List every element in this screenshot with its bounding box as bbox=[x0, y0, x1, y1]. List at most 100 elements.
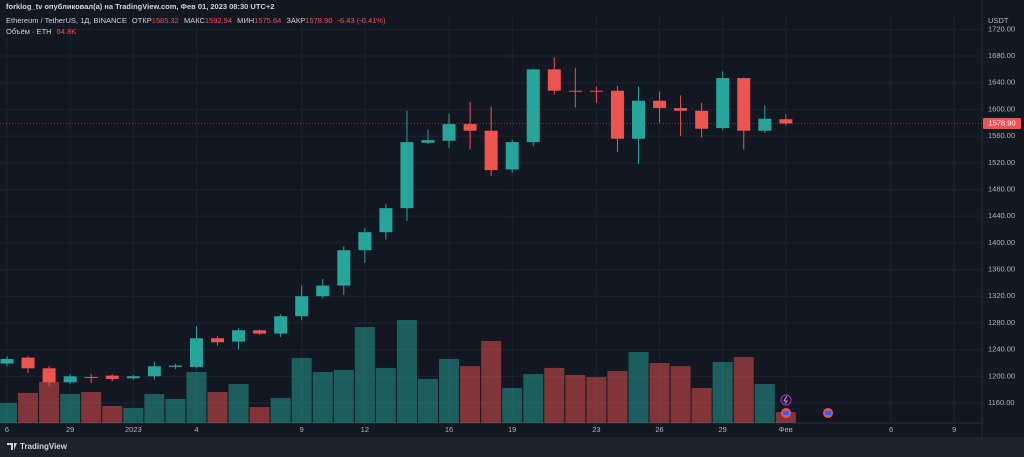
candle-body bbox=[84, 376, 98, 378]
candle-body bbox=[589, 90, 603, 92]
y-tick-label: 1600.00 bbox=[988, 104, 1015, 113]
candle-body bbox=[758, 118, 772, 131]
y-tick-label: 1160.00 bbox=[988, 398, 1015, 407]
candle-body bbox=[695, 110, 709, 129]
event-icon bbox=[783, 395, 788, 405]
close-name: ЗАКР bbox=[286, 16, 305, 25]
candle-body bbox=[442, 124, 456, 141]
volume-bar bbox=[18, 392, 39, 423]
x-tick-label: 16 bbox=[445, 425, 453, 434]
low-name: МИН bbox=[237, 16, 254, 25]
y-tick-label: 1560.00 bbox=[988, 131, 1015, 140]
y-tick-label: 1520.00 bbox=[988, 158, 1015, 167]
x-tick-label: 12 bbox=[361, 425, 369, 434]
volume-bar bbox=[270, 397, 291, 423]
volume-bar bbox=[186, 371, 207, 423]
brand-logo: TradingView bbox=[7, 442, 68, 451]
volume-bar bbox=[733, 357, 754, 423]
candle-body bbox=[421, 140, 435, 143]
x-tick-label: 23 bbox=[592, 425, 600, 434]
candle-body bbox=[126, 376, 140, 379]
y-tick-label: 1320.00 bbox=[988, 291, 1015, 300]
high-name: МАКС bbox=[184, 16, 206, 25]
logo-mark bbox=[7, 443, 17, 450]
y-tick-label: 1200.00 bbox=[988, 371, 1015, 380]
candle-body bbox=[632, 100, 645, 139]
candle-body bbox=[526, 69, 540, 143]
volume-bar bbox=[354, 327, 375, 423]
event-icon bbox=[780, 394, 792, 406]
volume-bar bbox=[312, 371, 333, 423]
volume-bar bbox=[712, 361, 733, 423]
volume-bar bbox=[228, 384, 249, 423]
candle-body bbox=[105, 375, 119, 379]
volume-bar bbox=[375, 367, 396, 423]
candle-body bbox=[674, 108, 688, 111]
candle-body bbox=[779, 119, 793, 124]
candle-body bbox=[253, 330, 267, 334]
change: -6.43 (-0.41%) bbox=[338, 16, 386, 25]
candle-body bbox=[358, 232, 372, 251]
y-tick-label: 1640.00 bbox=[988, 78, 1015, 87]
candle-body bbox=[610, 90, 624, 139]
volume-bar bbox=[670, 366, 691, 423]
candle-layer bbox=[0, 57, 793, 387]
publisher: forklog_tv опубликовал(а) на TradingView… bbox=[6, 2, 274, 11]
volume-bar bbox=[502, 387, 523, 423]
volume-bar bbox=[0, 402, 17, 423]
y-tick-label: 1680.00 bbox=[988, 51, 1015, 60]
candle-body bbox=[295, 296, 309, 317]
volume-bar bbox=[60, 394, 81, 423]
candle-body bbox=[63, 376, 77, 383]
candle-body bbox=[316, 285, 330, 297]
event-icons bbox=[780, 394, 833, 418]
candle-body bbox=[21, 357, 35, 369]
close-value: 1578.90 bbox=[305, 16, 332, 25]
x-tick-label: 9 bbox=[952, 425, 956, 434]
x-tick-label: 6 bbox=[5, 425, 9, 434]
x-tick-label: 4 bbox=[194, 425, 198, 434]
x-tick-label: 29 bbox=[66, 425, 74, 434]
candle-body bbox=[232, 330, 246, 342]
volume-value: 64.8K bbox=[57, 27, 77, 36]
candle-body bbox=[147, 366, 161, 377]
candle-body bbox=[484, 130, 498, 171]
candle-body bbox=[189, 338, 203, 367]
x-tick-label: Фев bbox=[779, 425, 793, 434]
x-tick-label: 2023 bbox=[125, 425, 142, 434]
candle-body bbox=[568, 90, 582, 92]
brand: TradingView bbox=[20, 442, 68, 451]
candle-body bbox=[211, 338, 224, 343]
volume-bar bbox=[691, 387, 712, 423]
last-price-label: 1578.90 bbox=[988, 118, 1015, 127]
open-name: ОТКР bbox=[132, 16, 152, 25]
high-value: 1592.94 bbox=[205, 16, 232, 25]
volume-bar bbox=[418, 378, 438, 423]
event-icon bbox=[825, 411, 831, 415]
volume-bar bbox=[565, 375, 586, 423]
volume-legend: Объём · ETH 64.8K bbox=[6, 27, 76, 36]
y-tick-label: 1440.00 bbox=[988, 211, 1015, 220]
candle-body bbox=[274, 316, 288, 334]
volume-bar bbox=[754, 384, 775, 423]
volume-bar bbox=[460, 366, 481, 423]
volume-bar bbox=[123, 407, 144, 423]
candle-body bbox=[505, 142, 519, 170]
volume-layer bbox=[0, 319, 796, 423]
y-tick-label: 1720.00 bbox=[988, 24, 1015, 33]
y-tick-label: 1240.00 bbox=[988, 345, 1015, 354]
volume-bar bbox=[102, 406, 123, 423]
volume-name: Объём · ETH bbox=[6, 27, 52, 36]
volume-bar bbox=[39, 381, 60, 423]
candle-body bbox=[653, 100, 667, 109]
x-tick-label: 26 bbox=[655, 425, 663, 434]
x-tick-label: 9 bbox=[300, 425, 304, 434]
last-price-tag bbox=[983, 117, 1021, 129]
candle-body bbox=[379, 208, 393, 233]
candle-body bbox=[400, 142, 414, 209]
volume-bar bbox=[607, 370, 628, 423]
candle-body bbox=[737, 78, 751, 131]
symbol: Ethereum / TetherUS, 1Д, BINANCE bbox=[6, 16, 127, 25]
